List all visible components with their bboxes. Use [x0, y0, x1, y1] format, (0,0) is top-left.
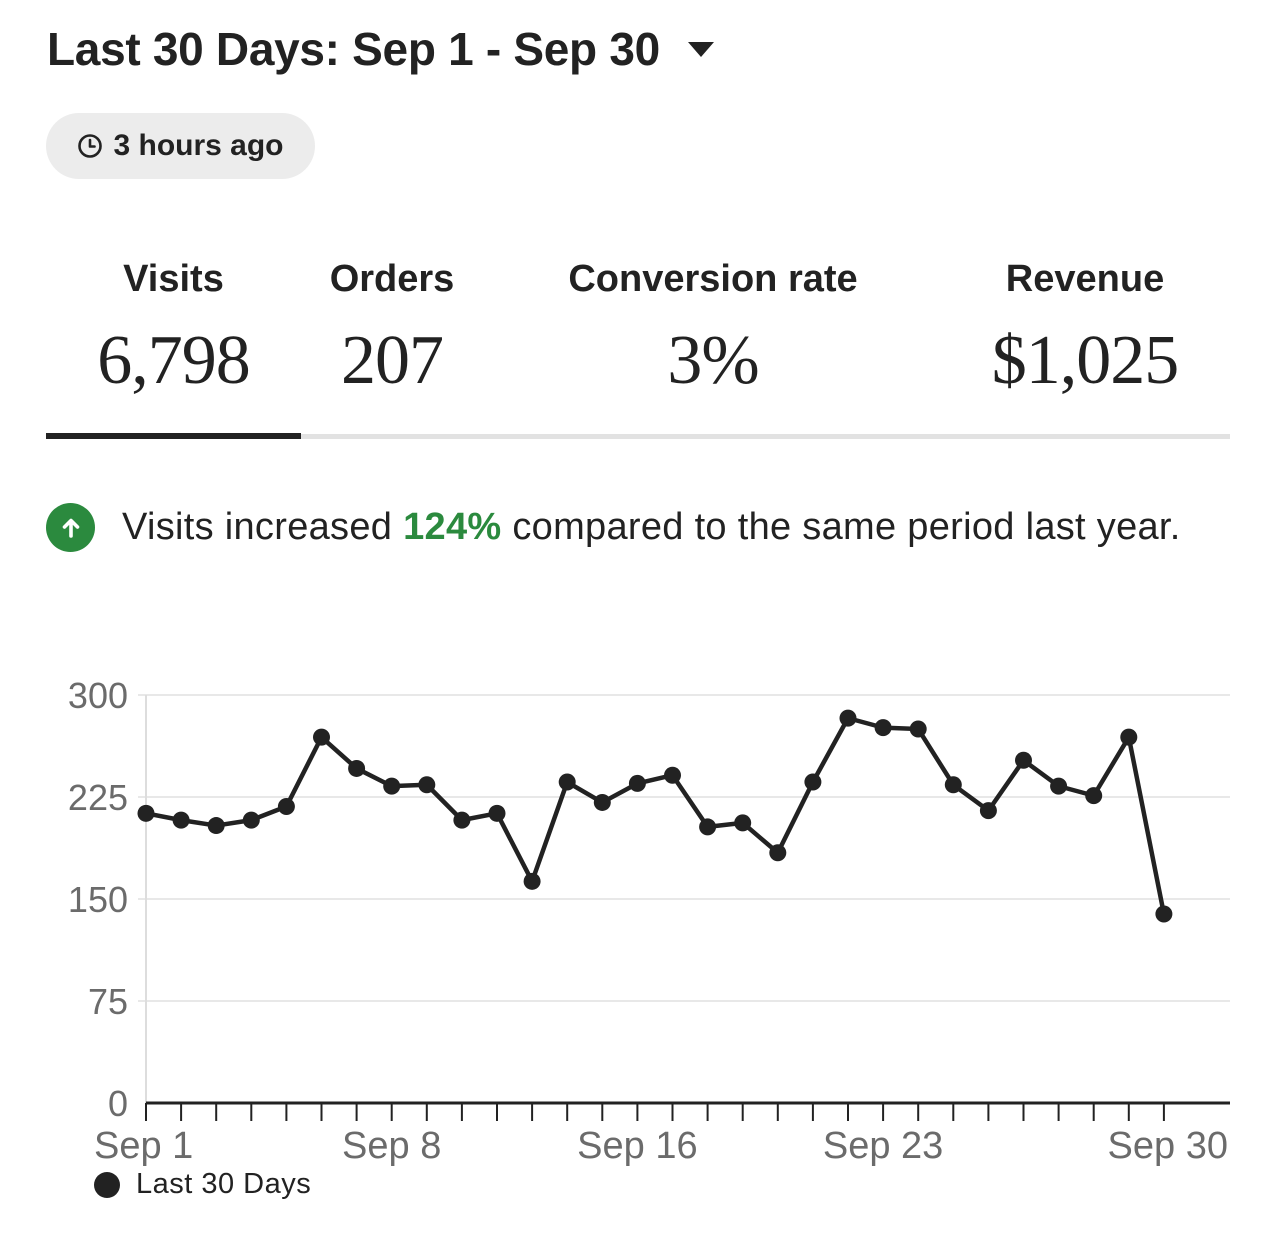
visits-line-chart: 0 75 150 225 300 Sep 1 Sep 8 Sep 16 Sep 23 Sep 30	[68, 675, 1230, 1167]
last-updated-badge: 3 hours ago	[46, 113, 315, 179]
x-tick-label: Sep 23	[823, 1125, 943, 1167]
date-range-title: Last 30 Days: Sep 1 - Sep 30	[47, 23, 660, 75]
data-point	[418, 776, 436, 794]
x-tick-label: Sep 16	[577, 1125, 697, 1167]
data-point	[558, 773, 576, 791]
data-point	[1015, 751, 1032, 769]
data-point	[874, 719, 892, 737]
visits-insight: Visits increased 124% compared to the sa…	[46, 500, 1236, 554]
metric-tab-visits[interactable]: Visits 6,798	[46, 258, 301, 401]
data-point	[664, 766, 681, 784]
data-point	[699, 818, 717, 836]
data-point	[348, 759, 366, 777]
metric-label: Orders	[329, 258, 455, 300]
metric-value: $1,025	[991, 322, 1180, 399]
x-tick-label: Sep 1	[94, 1125, 193, 1167]
caret-down-icon	[687, 41, 714, 57]
chart-legend: Last 30 Days	[94, 1168, 311, 1201]
clock-icon	[78, 134, 103, 158]
metric-tab-revenue[interactable]: Revenue $1,025	[955, 258, 1215, 401]
data-point	[839, 709, 857, 727]
y-tick-label: 0	[108, 1083, 128, 1124]
metric-tab-orders[interactable]: Orders 207	[301, 258, 483, 401]
data-point	[277, 798, 295, 816]
data-point	[313, 728, 330, 746]
insight-text: Visits increased 124% compared to the sa…	[122, 500, 1236, 554]
date-range-dropdown[interactable]: Last 30 Days: Sep 1 - Sep 30	[47, 22, 714, 76]
data-point	[383, 777, 401, 795]
y-tick-label: 75	[88, 981, 128, 1022]
legend-marker	[94, 1171, 120, 1198]
metric-label: Visits	[123, 258, 224, 300]
x-tick-label: Sep 8	[342, 1125, 441, 1167]
legend-label: Last 30 Days	[136, 1168, 312, 1200]
data-point	[1085, 787, 1103, 805]
insight-suffix: compared to the same period last year.	[501, 506, 1181, 548]
data-point	[453, 811, 471, 829]
y-tick-label: 300	[68, 675, 128, 716]
data-point	[769, 844, 787, 862]
data-point	[804, 773, 822, 791]
data-point	[207, 817, 225, 835]
insight-percent: 124%	[403, 506, 502, 548]
data-point	[242, 811, 260, 829]
data-point	[944, 776, 962, 794]
data-point	[734, 814, 752, 832]
data-point	[172, 811, 190, 829]
data-point	[488, 804, 506, 822]
metric-tabs-track	[46, 434, 1230, 439]
metric-value: 207	[341, 322, 444, 399]
metric-label: Revenue	[1005, 258, 1165, 300]
data-point	[909, 720, 927, 738]
metric-value: 6,798	[97, 322, 251, 399]
data-point	[523, 872, 541, 890]
y-tick-label: 150	[68, 879, 128, 920]
metric-tab-conversion-rate[interactable]: Conversion rate 3%	[513, 258, 913, 401]
data-point	[628, 774, 646, 792]
data-point	[1050, 777, 1068, 795]
data-point	[593, 793, 611, 811]
data-point	[137, 804, 155, 822]
insight-prefix: Visits increased	[122, 506, 404, 548]
data-point	[1155, 905, 1173, 923]
data-point	[979, 802, 997, 820]
last-updated-text: 3 hours ago	[113, 129, 284, 162]
data-point	[1120, 728, 1138, 746]
series-line	[143, 715, 1167, 917]
x-tick-label: Sep 30	[1108, 1125, 1228, 1167]
arrow-up-circle-icon	[46, 503, 95, 552]
metric-value: 3%	[667, 322, 759, 399]
y-tick-label: 225	[68, 777, 128, 818]
metric-label: Conversion rate	[568, 258, 858, 300]
active-tab-indicator	[46, 433, 301, 439]
